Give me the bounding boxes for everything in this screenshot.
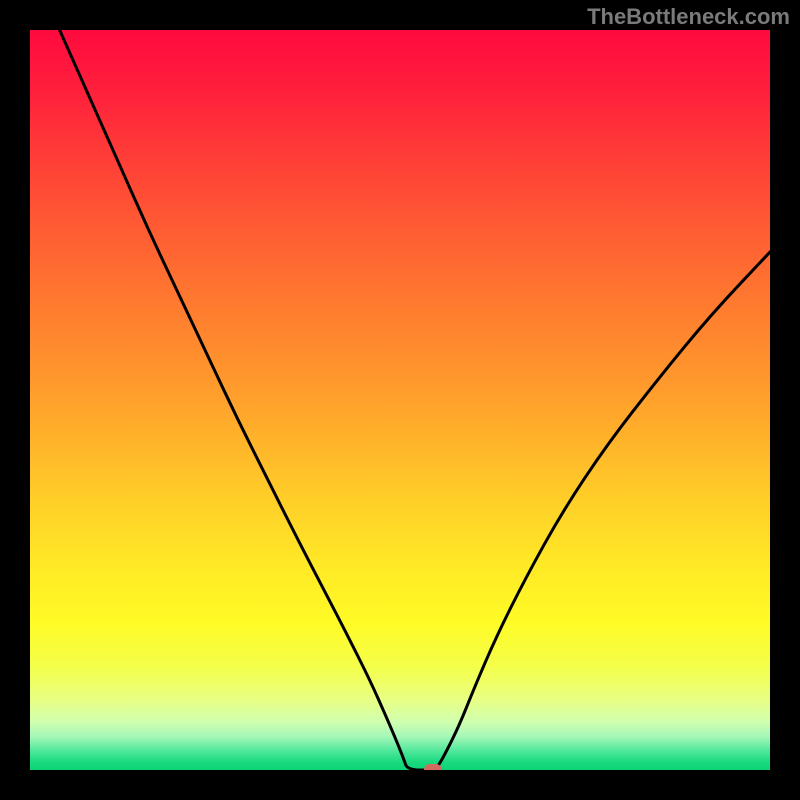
watermark-text: TheBottleneck.com (587, 4, 790, 30)
optimal-point-marker (424, 764, 442, 776)
bottleneck-curve (0, 0, 800, 800)
bottleneck-chart: TheBottleneck.com (0, 0, 800, 800)
